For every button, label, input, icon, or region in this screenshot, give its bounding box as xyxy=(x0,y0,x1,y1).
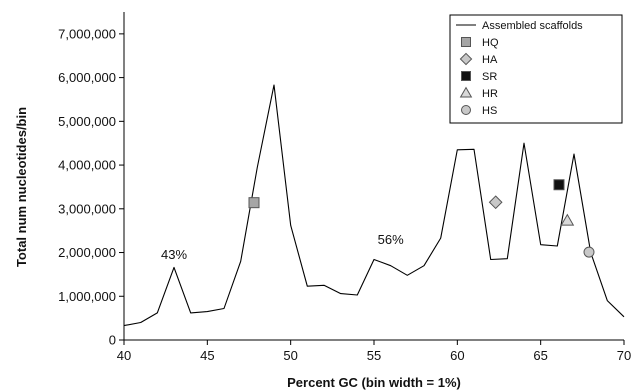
legend-entry: HR xyxy=(459,86,498,100)
legend-label: HS xyxy=(482,105,497,117)
point-hq xyxy=(248,197,260,209)
point-sr xyxy=(553,179,565,191)
legend-swatch-hr xyxy=(459,86,473,98)
y-tick-label: 2,000,000 xyxy=(58,245,116,260)
x-axis-title: Percent GC (bin width = 1%) xyxy=(287,375,461,390)
annotations: 43% 56% xyxy=(161,232,404,262)
legend-label: HQ xyxy=(482,37,499,49)
legend-label: HA xyxy=(482,54,498,66)
point-hr xyxy=(560,213,575,226)
x-tick-label: 55 xyxy=(367,348,381,363)
legend-swatch-sr xyxy=(461,71,471,81)
legend-box xyxy=(449,14,623,124)
point-ha xyxy=(488,195,503,210)
point-hs xyxy=(583,246,595,258)
legend-label: HR xyxy=(482,88,498,100)
y-tick-label: 1,000,000 xyxy=(58,289,116,304)
legend-label: Assembled scaffolds xyxy=(482,20,583,32)
y-tick-label: 5,000,000 xyxy=(58,114,116,129)
legend-swatch-hs xyxy=(461,105,471,115)
ticks: 0 1,000,000 2,000,000 3,000,000 4,000,000 5,0… xyxy=(58,26,631,363)
legend-label: SR xyxy=(482,71,497,83)
plot-area xyxy=(123,84,625,327)
y-tick-label: 4,000,000 xyxy=(58,158,116,173)
y-axis-title: Total num nucleotides/bin xyxy=(14,107,29,267)
x-tick-label: 70 xyxy=(617,348,631,363)
legend-entry: Assembled scaffolds xyxy=(456,20,583,32)
legend-entry: HS xyxy=(461,105,497,117)
x-tick-label: 40 xyxy=(117,348,131,363)
y-tick-label: 7,000,000 xyxy=(58,26,116,41)
legend-swatch-ha xyxy=(459,52,473,66)
legend-entry: SR xyxy=(461,71,497,83)
x-tick-label: 65 xyxy=(533,348,547,363)
x-tick-label: 45 xyxy=(200,348,214,363)
y-tick-label: 3,000,000 xyxy=(58,201,116,216)
annotation-label: 43% xyxy=(161,247,187,262)
x-tick-label: 50 xyxy=(283,348,297,363)
legend-entry: HQ xyxy=(461,37,499,49)
y-tick-label: 0 xyxy=(109,333,116,348)
legend-entry: HA xyxy=(459,52,498,66)
x-tick-label: 60 xyxy=(450,348,464,363)
annotation-label: 56% xyxy=(378,232,404,247)
y-tick-label: 6,000,000 xyxy=(58,70,116,85)
legend-swatch-hq xyxy=(461,37,471,47)
series-line-assembled-scaffolds xyxy=(123,84,625,327)
legend: Assembled scaffolds HQ HA SR HR HS xyxy=(449,14,623,124)
